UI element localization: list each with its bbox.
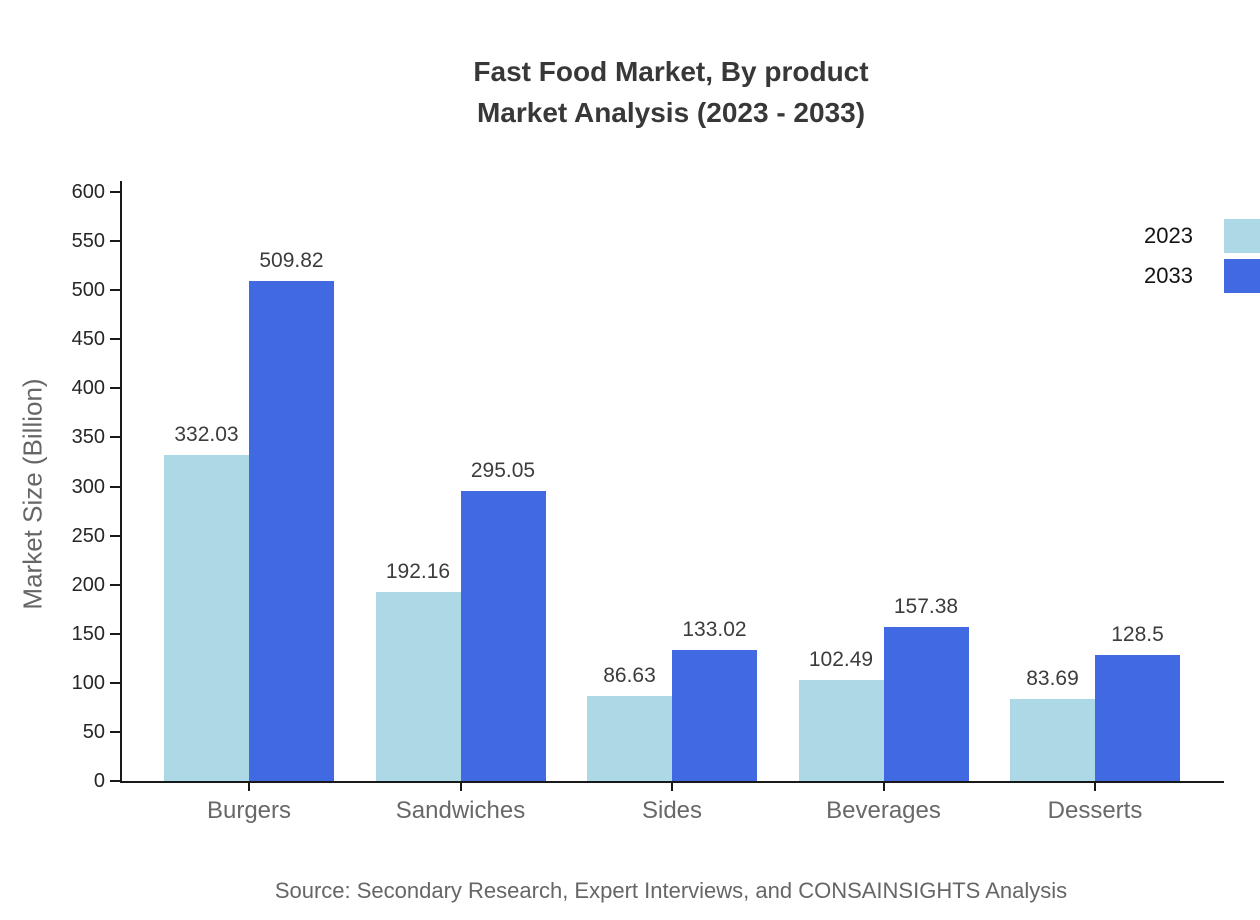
x-axis-tick [882,783,885,791]
x-axis-category-label: Beverages [826,797,941,824]
x-axis-tick [671,783,673,791]
y-axis-tick [110,387,120,390]
bar-value-2023-sides: 86.63 [603,663,656,687]
y-axis-tick [110,583,120,586]
bar-2023-burgers [164,455,249,781]
bar-2033-burgers [249,280,334,781]
bar-value-2023-desserts: 83.69 [1026,666,1079,690]
y-axis-tick-label: 600 [71,181,105,203]
bar-value-2033-sandwiches: 295.05 [470,459,536,483]
bar-2033-sides [672,650,757,781]
bar-value-2033-desserts: 128.5 [1111,622,1164,646]
x-axis-category-label: Sandwiches [395,797,526,824]
y-axis-tick-label: 450 [71,328,105,351]
x-axis-tick [248,783,250,791]
legend-swatch-2033 [1224,259,1260,293]
bar-value-2023-sandwiches: 192.16 [385,560,451,584]
legend-label-2033: 2033 [1144,263,1193,288]
legend-item-2033: 2033 [1144,259,1260,293]
y-axis-tick-label: 400 [71,377,105,400]
source-note: Source: Secondary Research, Expert Inter… [274,878,1068,903]
bar-value-2023-burgers: 332.03 [174,423,239,447]
chart-title-line1: Fast Food Market, By product [473,56,869,87]
y-axis-tick-label: 200 [71,573,105,596]
bar-value-2023-beverages: 102.49 [808,648,874,672]
y-axis-tick [110,632,120,635]
y-axis-tick [110,681,120,684]
y-axis-tick-label: 300 [71,475,105,498]
bar-2023-sandwiches [375,592,461,781]
chart-title-line2: Market Analysis (2023 - 2033) [476,97,866,128]
x-axis-tick [1094,783,1096,791]
y-axis-tick [110,780,120,782]
y-axis-tick [110,338,120,341]
y-axis-tick-label: 0 [93,770,105,792]
bar-value-2033-beverages: 157.38 [893,594,959,618]
y-axis-tick-label: 550 [71,230,105,253]
plot-area: 0 50 100 150 200 250 300 350 400 450 500 550 600 Burg… [72,181,1224,824]
legend: 2023 2033 [1144,219,1260,299]
y-axis-tick-label: 500 [71,279,105,302]
y-axis-tick [110,534,120,537]
y-axis-tick-label: 350 [71,426,105,449]
y-axis-title: Market Size (Billion) [17,378,48,610]
bar-2023-beverages [798,680,884,781]
bar-value-2033-sides: 133.02 [682,618,747,642]
bar-2033-sandwiches [460,491,546,781]
y-axis-tick [110,191,120,193]
y-axis-tick [110,240,120,243]
x-axis-category-label: Desserts [1047,797,1143,824]
chart-title: Fast Food Market, By product Market Anal… [120,51,1222,133]
y-axis-tick-label: 250 [71,524,105,547]
y-axis-tick-label: 100 [71,671,105,694]
y-axis-tick [110,436,120,439]
bar-value-2033-burgers: 509.82 [259,248,324,272]
legend-swatch-2023 [1224,219,1260,253]
legend-label-2023: 2023 [1144,223,1193,248]
y-axis-tick [110,485,120,488]
x-axis-tick [459,783,462,791]
bar-2023-sides [587,695,672,781]
y-axis-tick [110,730,120,733]
x-axis-category-label: Burgers [206,797,292,824]
y-axis-tick [110,289,120,292]
y-axis-tick-label: 50 [82,720,105,743]
bar-2033-desserts [1095,654,1180,781]
bar-2023-desserts [1010,698,1095,781]
bar-2033-beverages [883,626,969,781]
legend-item-2023: 2023 [1144,219,1260,253]
x-axis-category-label: Sides [641,797,703,824]
y-axis-tick-label: 150 [71,622,105,645]
